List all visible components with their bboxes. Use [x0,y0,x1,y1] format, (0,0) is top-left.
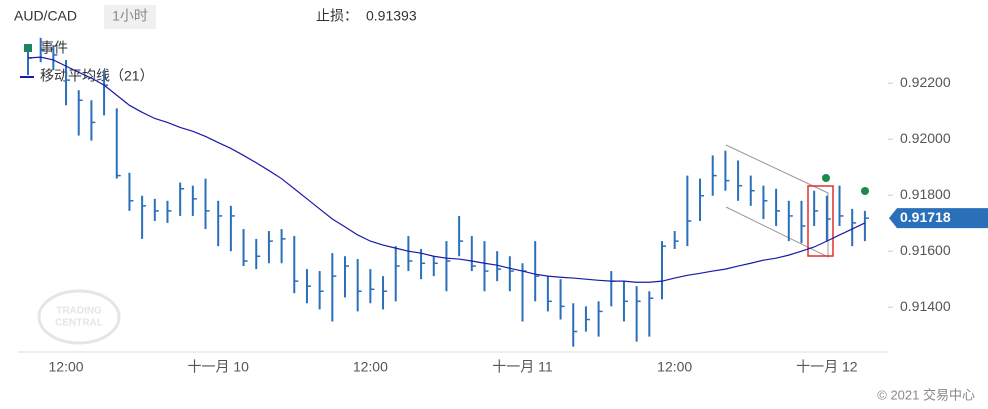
watermark: TRADING CENTRAL [37,289,121,345]
x-tick-label: 12:00 [353,359,388,375]
interval-button[interactable] [104,5,156,29]
interval[interactable]: 1小时 [112,8,148,24]
x-tick-label: 十一月 10 [187,359,249,375]
symbol: AUD/CAD [14,8,77,24]
x-tick-label: 12:00 [657,359,692,375]
y-tick-label: 0.92200 [900,74,951,90]
highlight-box [807,185,834,257]
channel [725,144,829,258]
x-tick-label: 12:00 [49,359,84,375]
stop-value: 0.91393 [366,8,417,24]
x-tick-label: 十一月 11 [492,359,553,375]
stop-label: 止损： [316,8,358,24]
svg-text:CENTRAL: CENTRAL [55,318,103,329]
x-tick-label: 十一月 12 [796,359,858,375]
y-tick-label: 0.91400 [900,298,951,314]
event-dot [861,187,869,195]
y-tick-label: 0.91800 [900,186,951,202]
copyright: © 2021 交易中心 [877,387,975,402]
last-price: 0.91718 [900,209,951,225]
y-tick-label: 0.92000 [900,130,951,146]
event-dot [822,174,830,182]
last-price-tag [889,208,988,229]
y-tick-label: 0.91600 [900,242,951,258]
svg-text:TRADING: TRADING [56,306,102,317]
moving-average [27,56,866,283]
